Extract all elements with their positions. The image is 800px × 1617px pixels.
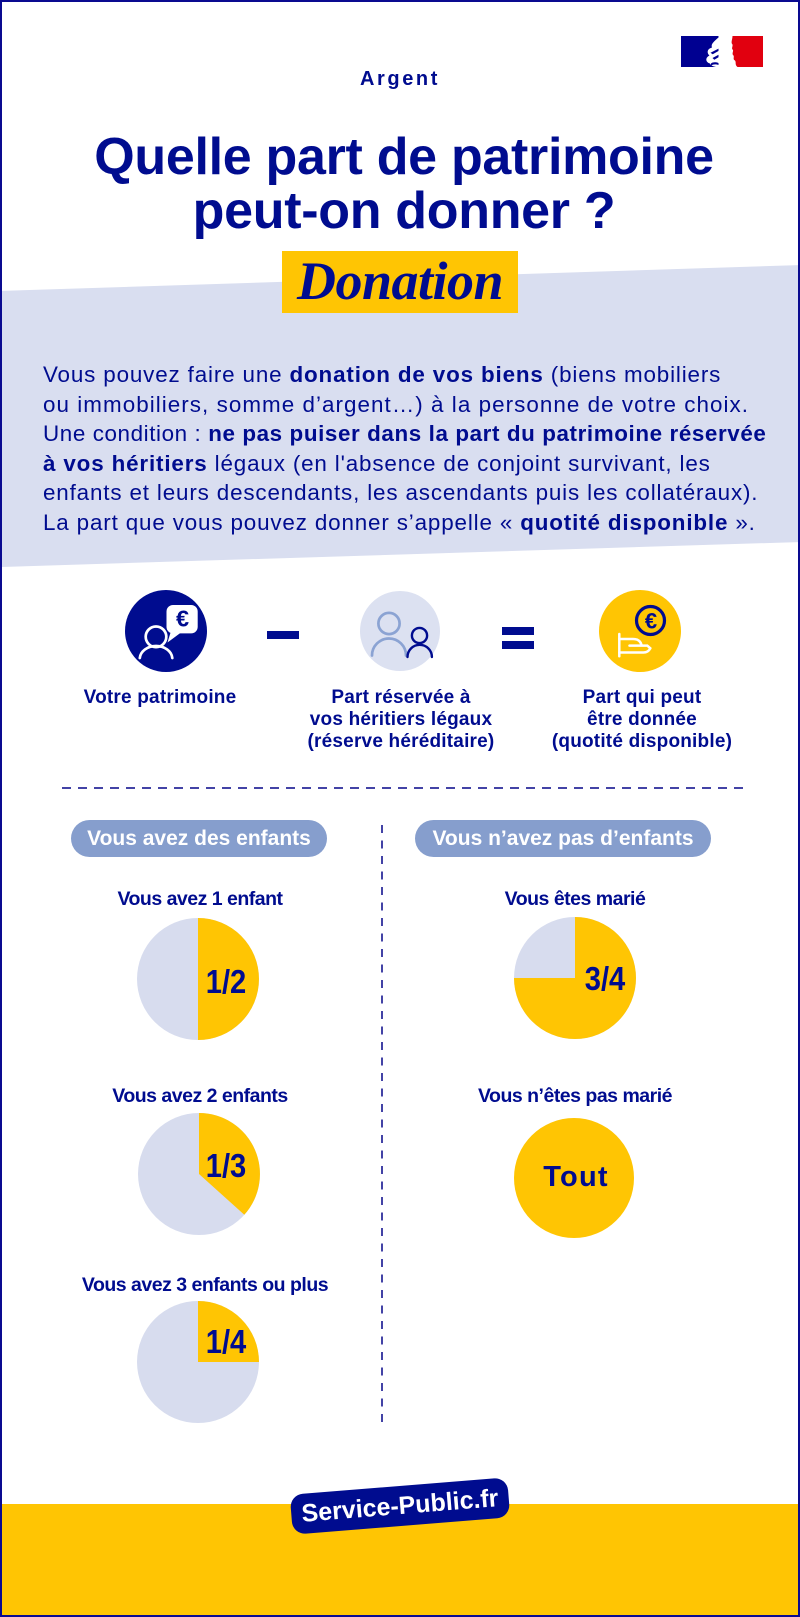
svg-text:€: € bbox=[645, 609, 657, 634]
svg-text:€: € bbox=[176, 606, 189, 632]
